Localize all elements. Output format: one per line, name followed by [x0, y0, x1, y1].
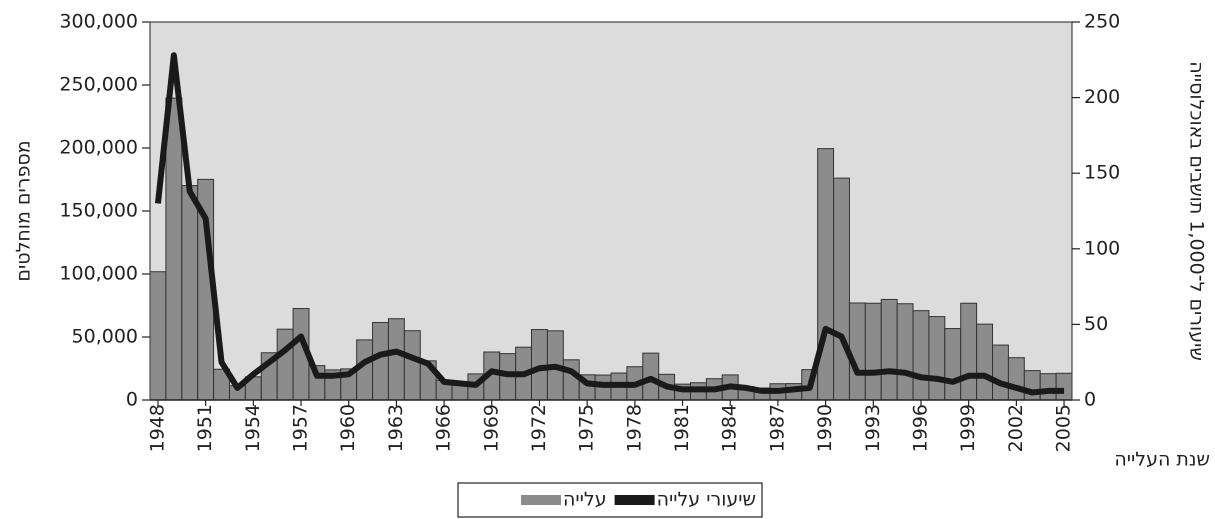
- bar: [864, 302, 882, 401]
- y2-tick-label: 200: [1084, 86, 1120, 108]
- bar: [928, 316, 946, 401]
- x-tick-label: 1954: [242, 404, 264, 452]
- bar: [912, 310, 930, 401]
- y-tick-label: 300,000: [59, 11, 138, 33]
- y2-axis-label: שיעורים ל־1,000 תושבים באוכלוסייה: [1186, 61, 1208, 361]
- y2-tick-label: 0: [1084, 389, 1096, 411]
- bar: [833, 177, 850, 401]
- x-tick-label: 1987: [766, 404, 788, 452]
- x-tick-label: 1978: [623, 404, 645, 452]
- bar: [992, 344, 1009, 401]
- bar: [817, 148, 835, 401]
- bar: [1055, 372, 1073, 401]
- x-tick-label: 1990: [814, 404, 836, 452]
- bar: [960, 302, 978, 401]
- y2-tick-label: 250: [1084, 11, 1120, 33]
- bar: [1023, 370, 1041, 401]
- bar: [848, 302, 866, 401]
- x-tick-label: 1981: [671, 404, 693, 452]
- x-tick-label: 1957: [290, 404, 312, 452]
- bar: [387, 318, 405, 401]
- bar: [896, 303, 914, 401]
- y-tick-label: 50,000: [72, 326, 138, 348]
- y2-tick-label: 150: [1084, 162, 1120, 184]
- x-tick-label: 1963: [385, 404, 407, 452]
- legend-swatch: [520, 495, 561, 505]
- x-tick-label: 1948: [146, 404, 168, 452]
- x-axis-label: שנת העלייה: [1114, 449, 1210, 471]
- bar: [181, 185, 199, 401]
- line: [154, 52, 1065, 396]
- bar: [1039, 373, 1057, 401]
- y-axis-label: מספרים מוחלטים: [13, 140, 35, 281]
- x-tick-label: 2005: [1053, 404, 1075, 452]
- x-tick-label: 1951: [194, 404, 216, 452]
- legend-label: עלייה: [563, 489, 607, 511]
- bar: [372, 322, 389, 401]
- y2-tick-label: 50: [1084, 313, 1108, 335]
- x-tick-label: 1999: [957, 404, 979, 452]
- x-tick-label: 2002: [1005, 404, 1027, 452]
- bar: [276, 328, 294, 401]
- bar: [976, 323, 994, 401]
- bar: [149, 271, 167, 401]
- bar: [403, 330, 421, 401]
- y-tick-label: 150,000: [59, 200, 138, 222]
- bar: [944, 328, 962, 401]
- x-tick-label: 1996: [909, 404, 931, 452]
- legend-swatch: [614, 495, 655, 505]
- bar: [562, 359, 580, 401]
- bar: [165, 97, 183, 401]
- y-tick-label: 100,000: [59, 263, 138, 285]
- x-tick-label: 1993: [862, 404, 884, 452]
- y-tick-label: 250,000: [59, 74, 138, 96]
- x-tick-label: 1960: [337, 404, 359, 452]
- legend-box: [457, 482, 763, 518]
- x-tick-label: 1969: [480, 404, 502, 452]
- x-tick-label: 1966: [433, 404, 455, 452]
- bar: [1007, 357, 1025, 401]
- y-tick-label: 200,000: [59, 137, 138, 159]
- x-tick-label: 1975: [576, 404, 598, 452]
- legend-label: שיעורי עלייה: [657, 489, 756, 511]
- x-tick-label: 1984: [719, 404, 741, 452]
- x-tick-label: 1972: [528, 404, 550, 452]
- y-tick-label: 0: [126, 389, 138, 411]
- y2-tick-label: 100: [1084, 237, 1120, 259]
- bar: [880, 298, 898, 401]
